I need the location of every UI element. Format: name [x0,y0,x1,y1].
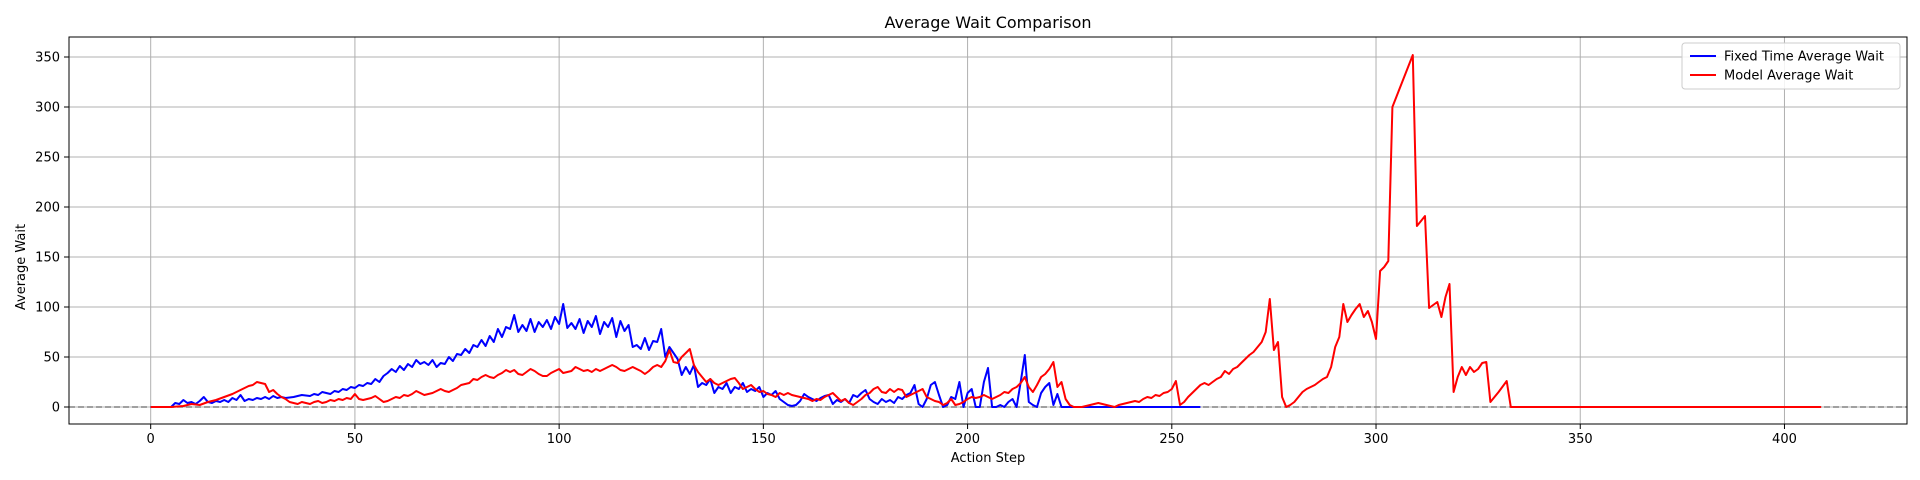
y-tick-label: 100 [35,301,60,316]
y-tick-label: 0 [52,401,60,416]
series-line-2 [150,54,1822,408]
legend-label: Fixed Time Average Wait [1724,50,1884,65]
x-axis-label: Action Step [951,451,1025,466]
x-tick-label: 150 [751,432,776,447]
y-tick-label: 150 [35,251,60,266]
plot-frame [68,36,1908,425]
x-tick-label: 350 [1568,432,1593,447]
chart-title: Average Wait Comparison [885,13,1092,32]
legend: Fixed Time Average Wait Model Average Wai… [1681,42,1901,90]
y-tick-label: 350 [35,51,60,66]
series-layer [150,54,1822,408]
y-axis-label: Average Wait [14,224,29,310]
series-line-1 [150,303,1201,408]
y-tick-label: 300 [35,101,60,116]
legend-box [1681,42,1901,90]
y-tick-label: 200 [35,201,60,216]
x-tick-label: 400 [1772,432,1797,447]
legend-label: Model Average Wait [1724,69,1853,84]
x-tick-label: 300 [1364,432,1389,447]
x-tick-label: 50 [347,432,364,447]
y-axis: 0 50 100 150 200 250 300 350 [35,51,69,416]
x-tick-label: 0 [147,432,155,447]
x-axis: 0 50 100 150 200 250 300 350 400 [147,424,1797,447]
y-tick-label: 50 [43,351,60,366]
x-tick-label: 200 [955,432,980,447]
y-tick-label: 250 [35,151,60,166]
x-tick-label: 250 [1159,432,1184,447]
x-tick-label: 100 [547,432,572,447]
